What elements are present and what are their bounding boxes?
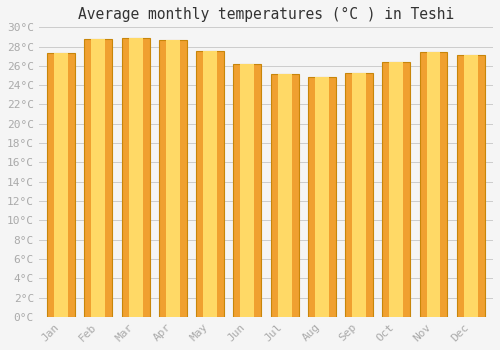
Bar (270, 74, 298, 317)
Bar (278, 74, 291, 317)
Bar (390, 62, 403, 317)
Title: Average monthly temperatures (°C ) in Teshi: Average monthly temperatures (°C ) in Te… (78, 7, 454, 22)
Bar (128, 38, 142, 317)
Bar (47, 53, 75, 317)
Bar (159, 40, 187, 317)
Bar (345, 73, 373, 317)
Bar (464, 55, 477, 317)
Bar (84, 39, 112, 317)
Bar (196, 51, 224, 317)
Bar (92, 39, 106, 317)
Bar (457, 55, 484, 317)
Bar (166, 40, 180, 317)
Bar (54, 53, 68, 317)
Bar (352, 73, 366, 317)
Bar (426, 52, 440, 317)
Bar (308, 77, 336, 317)
Bar (240, 64, 254, 317)
Bar (382, 62, 410, 317)
Bar (234, 64, 262, 317)
Bar (122, 38, 150, 317)
Bar (203, 51, 217, 317)
Bar (420, 52, 448, 317)
Bar (315, 77, 329, 317)
